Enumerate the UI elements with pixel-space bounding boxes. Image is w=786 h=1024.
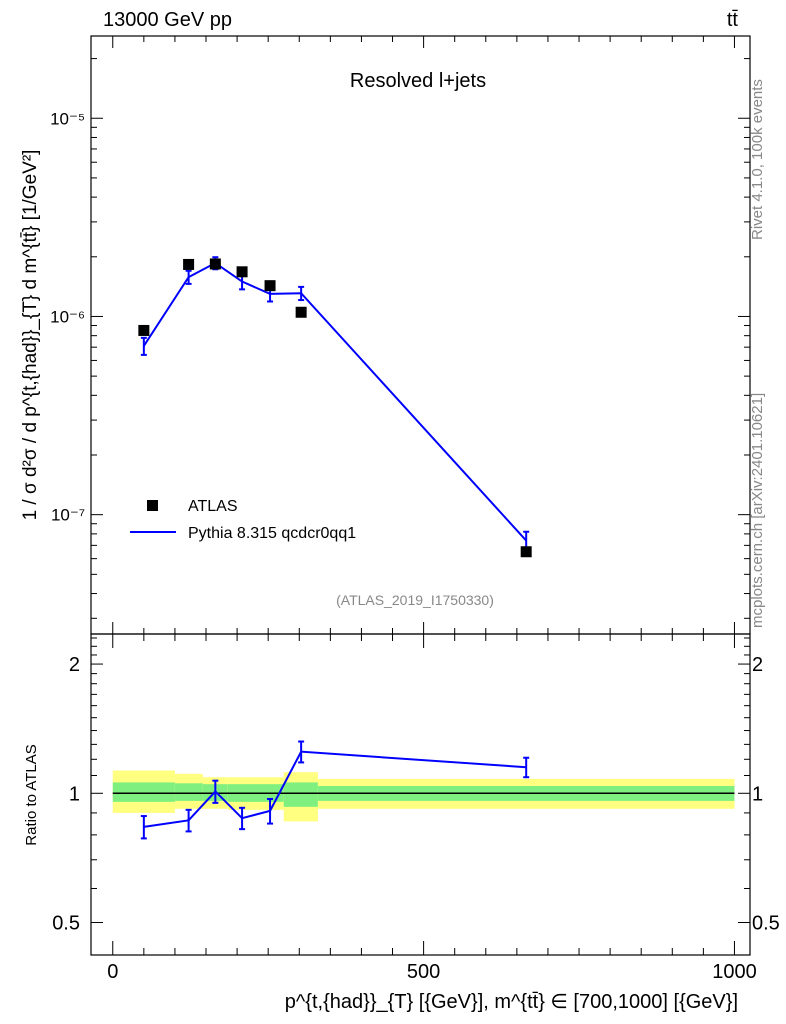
header-right: tt̄ — [727, 9, 739, 31]
ratio-xtick-label: 1000 — [712, 961, 757, 983]
atlas-data-point — [295, 306, 307, 318]
ratio-band-inner — [283, 782, 318, 807]
main-ytick-label: 10⁻⁵ — [50, 109, 85, 128]
main-ylabel: 1 / σ d²σ / d p^{t,{had}}_{T} d m^{tt̄} … — [20, 150, 41, 521]
ratio-band-inner — [174, 783, 203, 801]
main-frame — [90, 35, 751, 635]
x-axis-label: p^{t,{had}}_{T} [{GeV}], m^{tt̄} ∈ [700,… — [285, 991, 738, 1013]
legend-atlas-label: ATLAS — [188, 498, 238, 515]
source-label: (ATLAS_2019_I1750330) — [336, 592, 494, 608]
main-ytick-label: 10⁻⁶ — [50, 307, 85, 326]
ratio-frame — [90, 633, 751, 956]
ratio-ytick-label-right: 0.5 — [752, 912, 780, 934]
rivet-label: Rivet 4.1.0, 100k events — [749, 79, 766, 240]
ratio-ytick-label-left: 1 — [69, 783, 80, 805]
mcplots-label: mcplots.cern.ch [arXiv:2401.10621] — [749, 393, 766, 628]
legend-atlas-marker — [147, 500, 158, 511]
ratio-xtick-label: 500 — [407, 961, 440, 983]
ratio-ytick-label-left: 2 — [69, 654, 80, 676]
atlas-data-point — [209, 258, 221, 270]
main-ytick-label: 10⁻⁷ — [51, 506, 85, 525]
main-axes: 10⁻⁵ 10⁻⁶ 10⁻⁷ — [50, 35, 751, 635]
ratio-ytick-label-left: 0.5 — [52, 912, 80, 934]
legend-mc-label: Pythia 8.315 qcdcr0qq1 — [188, 525, 356, 542]
ratio-plot-area — [112, 740, 735, 840]
header-left: 13000 GeV pp — [103, 9, 232, 31]
ratio-ylabel: Ratio to ATLAS — [23, 744, 40, 845]
main-plot-area — [138, 256, 532, 558]
ratio-xtick-label: 0 — [107, 961, 118, 983]
chart-title: Resolved l+jets — [350, 70, 486, 92]
atlas-data-point — [236, 266, 248, 278]
legend: ATLAS Pythia 8.315 qcdcr0qq1 — [130, 498, 356, 542]
ratio-axes: 2 2 1 1 0.5 0.5 0 500 1000 — [52, 633, 780, 983]
ratio-band-inner — [112, 782, 175, 802]
ratio-ytick-label-right: 1 — [752, 783, 763, 805]
atlas-data-point — [183, 258, 195, 270]
atlas-data-point — [520, 546, 532, 558]
atlas-data-point — [264, 280, 276, 292]
ratio-ytick-label-right: 2 — [752, 654, 763, 676]
atlas-data-point — [138, 324, 150, 336]
